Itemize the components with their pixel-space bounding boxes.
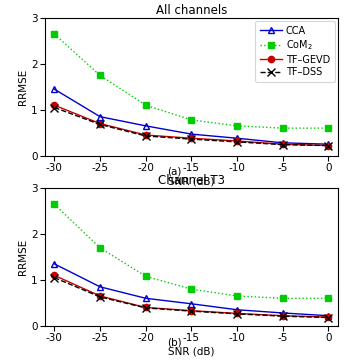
CCA: [189, 302, 193, 306]
TF–DSS: [326, 315, 331, 320]
CCA: [189, 132, 193, 136]
TF–GEVD: [280, 142, 285, 146]
TF–DSS: [189, 309, 193, 313]
Title: Channel T3: Channel T3: [158, 174, 225, 187]
TF–GEVD: [98, 294, 102, 298]
CCA: [98, 114, 102, 119]
TF–GEVD: [144, 133, 148, 137]
TF–DSS: [189, 137, 193, 141]
CCA: [98, 285, 102, 289]
CoM$_2$: [144, 103, 148, 108]
CoM$_2$: [235, 294, 239, 298]
CoM$_2$: [326, 296, 331, 300]
CoM$_2$: [189, 287, 193, 291]
Title: All channels: All channels: [156, 4, 227, 17]
CCA: [326, 142, 331, 146]
TF–GEVD: [189, 136, 193, 140]
CoM$_2$: [98, 73, 102, 77]
CCA: [235, 136, 239, 140]
TF–DSS: [235, 140, 239, 144]
Y-axis label: RRMSE: RRMSE: [18, 69, 28, 105]
Line: TF–DSS: TF–DSS: [50, 104, 332, 150]
TF–DSS: [98, 295, 102, 299]
TF–GEVD: [326, 315, 331, 319]
TF–DSS: [326, 143, 331, 148]
Text: (a): (a): [167, 167, 181, 177]
CoM$_2$: [280, 126, 285, 130]
Line: TF–GEVD: TF–GEVD: [51, 272, 332, 320]
TF–GEVD: [98, 121, 102, 126]
TF–GEVD: [144, 305, 148, 310]
Line: CoM$_2$: CoM$_2$: [51, 31, 332, 131]
CCA: [144, 296, 148, 300]
TF–DSS: [52, 275, 56, 280]
Line: CCA: CCA: [51, 261, 332, 319]
TF–DSS: [280, 143, 285, 147]
Line: TF–GEVD: TF–GEVD: [51, 102, 332, 149]
CoM$_2$: [280, 296, 285, 300]
Text: (b): (b): [167, 337, 181, 347]
TF–DSS: [144, 306, 148, 310]
TF–GEVD: [189, 308, 193, 313]
TF–GEVD: [52, 273, 56, 278]
TF–GEVD: [326, 143, 331, 148]
CCA: [280, 141, 285, 145]
X-axis label: SNR (dB): SNR (dB): [168, 346, 215, 356]
CoM$_2$: [144, 274, 148, 278]
CCA: [52, 87, 56, 91]
CoM$_2$: [98, 246, 102, 250]
TF–GEVD: [280, 313, 285, 318]
Line: CoM$_2$: CoM$_2$: [51, 201, 332, 302]
CCA: [280, 311, 285, 315]
TF–DSS: [235, 312, 239, 316]
CoM$_2$: [326, 126, 331, 130]
TF–GEVD: [235, 139, 239, 143]
Legend: CCA, CoM$_2$, TF–GEVD, TF–DSS: CCA, CoM$_2$, TF–GEVD, TF–DSS: [255, 21, 335, 82]
CCA: [52, 262, 56, 266]
CCA: [144, 124, 148, 128]
CoM$_2$: [52, 32, 56, 36]
TF–DSS: [280, 314, 285, 318]
X-axis label: SNR (dB): SNR (dB): [168, 176, 215, 186]
TF–GEVD: [235, 311, 239, 316]
Line: CCA: CCA: [51, 86, 332, 147]
Line: TF–DSS: TF–DSS: [50, 274, 332, 321]
TF–DSS: [52, 105, 56, 110]
TF–DSS: [144, 134, 148, 138]
CoM$_2$: [189, 118, 193, 122]
TF–DSS: [98, 122, 102, 127]
CoM$_2$: [235, 124, 239, 128]
CCA: [326, 313, 331, 318]
CoM$_2$: [52, 202, 56, 206]
Y-axis label: RRMSE: RRMSE: [18, 239, 28, 275]
CCA: [235, 308, 239, 312]
TF–GEVD: [52, 103, 56, 108]
